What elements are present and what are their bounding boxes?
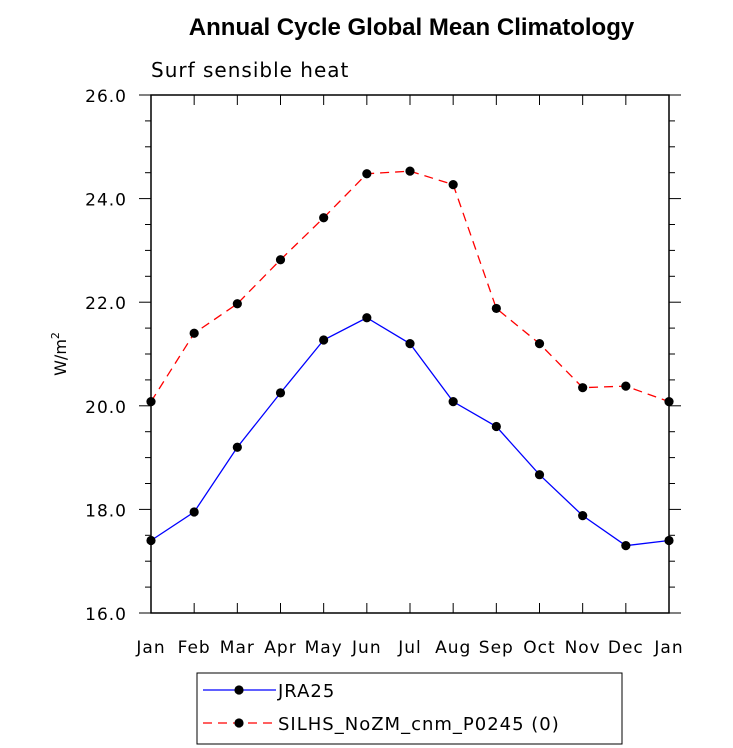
x-tick-label: Jun (351, 638, 382, 658)
series-line (150, 170, 670, 403)
data-point (232, 442, 242, 452)
data-point (621, 541, 631, 551)
data-point (534, 470, 545, 480)
y-tick-label: 24.0 (85, 191, 127, 211)
data-point (232, 299, 242, 309)
x-tick-label: Dec (608, 638, 644, 658)
x-tick-label: Sep (479, 638, 514, 658)
data-point (621, 381, 631, 391)
data-point (362, 169, 372, 179)
data-point (534, 339, 545, 349)
data-point (189, 507, 199, 517)
data-point (319, 335, 329, 345)
y-tick-label: 16.0 (85, 605, 127, 625)
legend: JRA25 SILHS_NoZM_cnm_P0245 (0) (196, 672, 623, 745)
data-point (448, 397, 458, 407)
x-tick-label: Apr (264, 638, 296, 658)
x-tick-label: Jan (653, 638, 683, 658)
axes: Jan Feb Mar Apr May Jun Jul Aug Sep Oct Nov Dec Jan 1… (85, 87, 683, 658)
x-tick-label: Mar (220, 638, 255, 658)
data-point (362, 313, 372, 323)
legend-label: SILHS_NoZM_cnm_P0245 (0) (278, 714, 560, 735)
data-point (319, 213, 329, 223)
chart-subtitle: Surf sensible heat (151, 58, 350, 82)
data-point (275, 255, 286, 265)
data-point (146, 397, 156, 407)
y-tick-label: 18.0 (85, 501, 127, 521)
legend-label: JRA25 (277, 681, 335, 702)
x-tick-label: Aug (435, 638, 471, 658)
legend-marker (234, 685, 244, 695)
x-tick-label: Nov (565, 638, 601, 658)
y-tick-label: 22.0 (85, 294, 127, 314)
x-tick-label: Oct (523, 638, 555, 658)
y-tick-label: 20.0 (85, 398, 127, 418)
data-point (405, 166, 415, 176)
x-tick-label: Feb (178, 638, 211, 658)
y-axis-label: W/m2 (49, 332, 70, 376)
data-point (664, 535, 674, 546)
data-point (491, 421, 501, 432)
data-point (578, 511, 588, 521)
y-tick-label: 26.0 (85, 87, 127, 107)
x-tick-label: Jan (135, 638, 165, 658)
data-point (448, 180, 458, 190)
series-layer (146, 166, 674, 551)
data-point (578, 383, 588, 393)
data-point (146, 535, 156, 546)
data-point (275, 388, 286, 398)
data-point (405, 339, 415, 349)
y-axis-label-superscript: 2 (49, 332, 62, 339)
legend-marker (234, 718, 244, 728)
x-tick-label: Jul (397, 638, 422, 658)
legend-box (196, 672, 623, 745)
data-point (664, 397, 674, 407)
chart-title: Annual Cycle Global Mean Climatology (188, 14, 635, 41)
data-point (491, 303, 501, 314)
series-line (150, 316, 670, 547)
data-point (189, 328, 199, 338)
x-tick-label: May (305, 638, 343, 658)
